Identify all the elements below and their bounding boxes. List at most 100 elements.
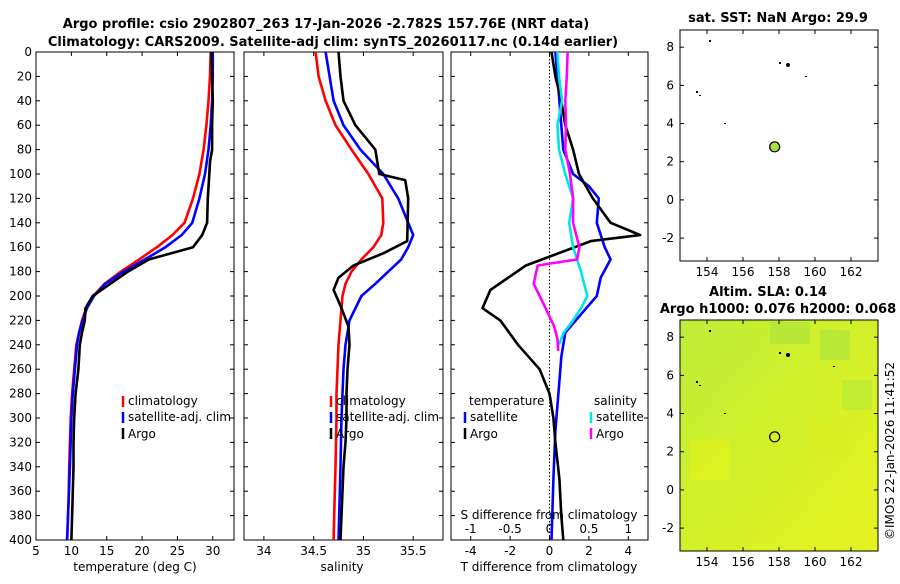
x-tick-label: 15 — [99, 544, 114, 558]
legend-label-t-satellite: satellite — [470, 410, 518, 424]
sla-map-axes: 154 156 158 160 162 -2 0 2 4 6 8 — [662, 320, 878, 569]
sal-axes: 34 34.5 35 35.5 — [244, 51, 443, 558]
temp-axes: 0 20 40 60 80 100 120 140 160 180 200 220 240 260 280 3… — [9, 45, 234, 558]
x-tick-label: -2 — [504, 544, 516, 558]
sla-map-coastlines — [696, 330, 835, 414]
diff-series — [481, 51, 642, 541]
map-y-tick-label: 8 — [666, 40, 674, 54]
map-y-tick-label: 0 — [666, 483, 674, 497]
sst-map-axes: 154 156 158 160 162 -2 0 2 4 6 8 — [662, 30, 878, 279]
timestamp: ©IMOS 22-Jan-2026 11:41:52 — [883, 362, 897, 540]
series-line-satellite-adj-clim — [65, 52, 215, 541]
series-line-s-argo — [532, 51, 581, 351]
x-tick-label: 20 — [134, 544, 149, 558]
series-line-t-argo — [481, 51, 642, 541]
map-x-tick-label: 162 — [840, 265, 863, 279]
diff-x2label: S difference from climatology — [461, 508, 638, 522]
map-y-tick-label: 4 — [666, 117, 674, 131]
map-x-tick-label: 156 — [732, 265, 755, 279]
legend-label-s-argo: Argo — [596, 427, 624, 441]
y-tick-label: 280 — [9, 387, 32, 401]
sla-map-patches — [690, 322, 872, 480]
y-tick-label: 200 — [9, 289, 32, 303]
x-tick-label: -4 — [465, 544, 477, 558]
sla-map-title2: Argo h1000: 0.076 h2000: 0.068 — [660, 302, 896, 317]
map-x-tick-label: 154 — [696, 555, 719, 569]
map-y-tick-label: 6 — [666, 78, 674, 92]
map-x-tick-label: 158 — [768, 555, 791, 569]
y-tick-label: 120 — [9, 191, 32, 205]
sst-map-coastlines — [696, 40, 807, 124]
y-tick-label: 40 — [17, 94, 32, 108]
legend-label-satellite-adj: satellite-adj. clim — [128, 410, 231, 424]
map-x-tick-label: 162 — [840, 555, 863, 569]
y-tick-label: 100 — [9, 167, 32, 181]
map-x-tick-label: 158 — [768, 265, 791, 279]
x-tick-label: 0 — [546, 544, 554, 558]
x-tick-label: 5 — [32, 544, 40, 558]
y-tick-label: 20 — [17, 69, 32, 83]
figure-title-line2: Climatology: CARS2009. Satellite-adj cli… — [48, 35, 618, 50]
y-tick-label: 160 — [9, 240, 32, 254]
x-tick-label: 2 — [585, 544, 593, 558]
x-tick-label: 34 — [256, 544, 271, 558]
diff-legend: temperature satellite Argo salinity sate… — [463, 394, 644, 441]
map-y-tick-label: 2 — [666, 155, 674, 169]
argo-position-marker — [769, 431, 781, 443]
legend-label-argo: Argo — [336, 427, 364, 441]
y-tick-label: 60 — [17, 118, 32, 132]
temp-series — [65, 51, 215, 541]
legend-label-t-argo: Argo — [470, 427, 498, 441]
x-tick-label: 35.5 — [400, 544, 427, 558]
x2-tick-label: -0.5 — [498, 522, 521, 536]
x-tick-label: 30 — [205, 544, 220, 558]
y-tick-label: 340 — [9, 460, 32, 474]
x-tick-label: 35 — [356, 544, 371, 558]
y-tick-label: 320 — [9, 435, 32, 449]
x-tick-label: 25 — [170, 544, 185, 558]
series-line-satellite-adj-clim — [324, 51, 415, 541]
x-tick-label: 34.5 — [300, 544, 327, 558]
map-x-tick-label: 156 — [732, 555, 755, 569]
legend-label-s-satellite: satellite — [596, 410, 644, 424]
map-y-tick-label: -2 — [662, 521, 674, 535]
map-y-tick-label: 4 — [666, 407, 674, 421]
sla-map-title1: Altim. SLA: 0.14 — [709, 285, 827, 300]
temp-xlabel: temperature (deg C) — [73, 560, 196, 574]
sal-legend: climatology satellite-adj. clim Argo — [329, 394, 439, 441]
legend-header-temperature: temperature — [469, 394, 544, 408]
sst-map-title: sat. SST: NaN Argo: 29.9 — [688, 11, 868, 26]
sal-xlabel: salinity — [320, 560, 363, 574]
figure-title-line1: Argo profile: csio 2902807_263 17-Jan-20… — [63, 17, 589, 32]
y-tick-label: 140 — [9, 216, 32, 230]
series-line-s-satellite — [556, 51, 589, 346]
y-tick-label: 380 — [9, 509, 32, 523]
y-tick-label: 0 — [24, 45, 32, 59]
argo-position-marker — [769, 141, 781, 153]
x-tick-label: 4 — [624, 544, 632, 558]
legend-header-salinity: salinity — [594, 394, 637, 408]
legend-label-climatology: climatology — [336, 394, 406, 408]
x2-tick-label: -1 — [465, 522, 477, 536]
map-x-tick-label: 154 — [696, 265, 719, 279]
diff-xlabel: T difference from climatology — [460, 560, 638, 574]
map-y-tick-label: 2 — [666, 445, 674, 459]
y-tick-label: 220 — [9, 313, 32, 327]
diff-plot-frame — [450, 51, 649, 541]
legend-label-argo: Argo — [128, 427, 156, 441]
map-y-tick-label: 6 — [666, 368, 674, 382]
map-y-tick-label: 0 — [666, 193, 674, 207]
y-tick-label: 360 — [9, 484, 32, 498]
map-y-tick-label: 8 — [666, 330, 674, 344]
temp-legend: climatology satellite-adj. clim Argo — [121, 394, 231, 441]
x-tick-label: 10 — [64, 544, 79, 558]
series-line-argo — [332, 51, 410, 541]
sal-series — [314, 51, 415, 541]
map-x-tick-label: 160 — [804, 265, 827, 279]
x2-tick-label: 1 — [624, 522, 632, 536]
y-tick-label: 80 — [17, 143, 32, 157]
y-tick-label: 300 — [9, 411, 32, 425]
legend-label-climatology: climatology — [128, 394, 198, 408]
y-tick-label: 180 — [9, 265, 32, 279]
